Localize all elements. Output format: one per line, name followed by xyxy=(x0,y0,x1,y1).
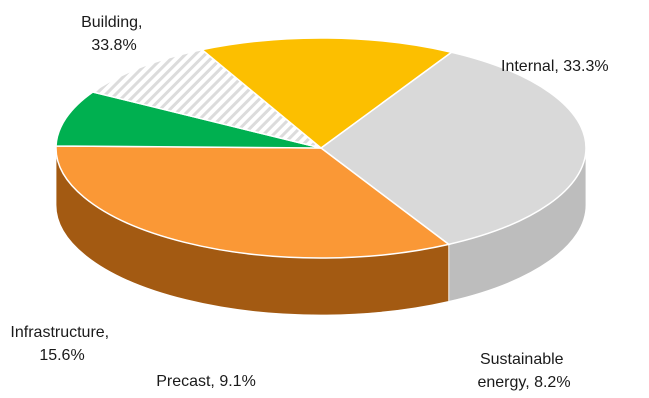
slice-label-infrastructure: Infrastructure, 15.6% xyxy=(10,324,113,364)
slice-precast xyxy=(91,48,322,149)
pie-slices xyxy=(55,37,587,259)
slice-label-sustainable-energy: Sustainable energy, 8.2% xyxy=(477,351,570,391)
slice-infrastructure xyxy=(200,37,454,149)
pie-labels: Building, 33.8% Internal, 33.3% Sustaina… xyxy=(10,14,608,391)
slice-label-precast: Precast, 9.1% xyxy=(156,373,256,390)
slice-internal xyxy=(55,145,451,259)
slice-sustainable-energy xyxy=(55,91,322,149)
slice-label-internal: Internal, 33.3% xyxy=(501,58,609,75)
slice-label-building: Building, 33.8% xyxy=(81,14,147,54)
